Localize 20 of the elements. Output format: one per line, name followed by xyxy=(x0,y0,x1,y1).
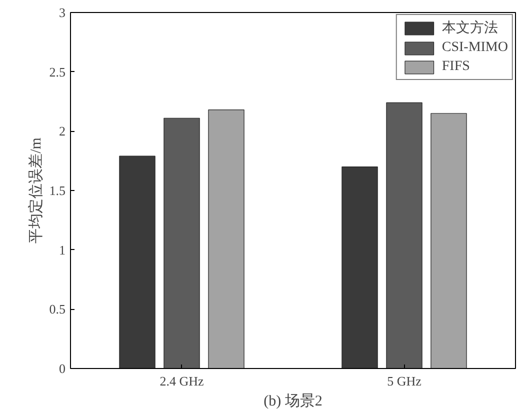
x-axis-title: (b) 场景2 xyxy=(264,392,322,410)
y-tick-label: 2.5 xyxy=(49,64,66,80)
x-tick-label: 2.4 GHz xyxy=(160,374,204,388)
y-tick-label: 0.5 xyxy=(49,302,66,317)
y-axis-title: 平均定位误差/m xyxy=(27,137,44,244)
bar xyxy=(342,166,378,368)
bar xyxy=(119,156,156,368)
legend-label: CSI-MIMO xyxy=(442,40,508,56)
legend-label: FIFS xyxy=(442,59,470,75)
y-tick-label: 1.5 xyxy=(49,183,66,198)
y-tick-label: 2 xyxy=(59,124,66,139)
bar xyxy=(164,118,200,368)
y-tick-label: 0 xyxy=(59,361,66,376)
x-tick-label: 5 GHz xyxy=(387,374,422,388)
y-tick-label: 3 xyxy=(59,5,66,20)
bar xyxy=(430,113,467,368)
legend-label: 本文方法 xyxy=(442,19,498,37)
bar xyxy=(386,102,422,368)
y-tick-label: 1 xyxy=(59,242,66,258)
bar xyxy=(208,110,244,368)
